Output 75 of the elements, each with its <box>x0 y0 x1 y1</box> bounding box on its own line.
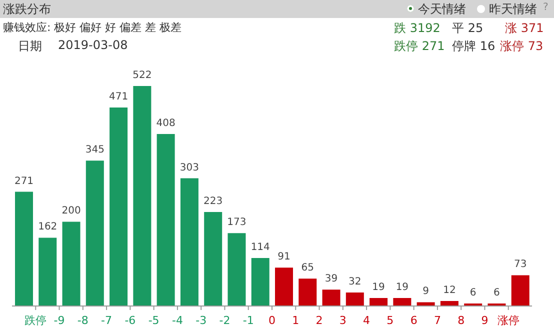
data-label: 65 <box>301 262 314 274</box>
bar <box>156 134 175 306</box>
data-label: 522 <box>132 70 152 81</box>
chart-title: 涨跌分布 <box>3 1 51 18</box>
text: 涨 371 <box>505 20 544 37</box>
x-tick-label: -4 <box>172 314 183 327</box>
x-tick-label: -7 <box>101 314 112 327</box>
x-tick-label: -5 <box>148 314 160 327</box>
bar <box>62 222 80 306</box>
x-tick-label: 跌停 <box>24 314 47 327</box>
data-label: 12 <box>443 284 456 296</box>
text: 停牌 16 <box>452 38 496 55</box>
bar <box>180 178 198 306</box>
data-label: 471 <box>109 91 128 102</box>
bar <box>228 233 246 306</box>
data-label: 73 <box>514 259 527 270</box>
x-tick-label: 8 <box>458 314 465 327</box>
data-label: 19 <box>396 282 409 293</box>
data-label: 9 <box>422 286 430 298</box>
x-tick-label: -6 <box>124 314 136 327</box>
bar <box>110 107 128 306</box>
bar <box>275 268 293 306</box>
data-label: 345 <box>85 144 104 156</box>
bar <box>416 302 435 306</box>
bar <box>393 298 412 306</box>
bar <box>86 160 104 306</box>
data-label: 200 <box>62 206 81 217</box>
x-tick-label: -2 <box>219 314 230 327</box>
data-label: 408 <box>156 118 176 130</box>
x-tick-label: 3 <box>339 314 346 327</box>
data-label: 223 <box>204 196 223 208</box>
data-label: 114 <box>250 242 270 253</box>
text: 平 25 <box>452 20 484 37</box>
x-tick-label: 4 <box>363 314 370 327</box>
text: 赚钱效应: 极好 偏好 好 偏差 差 极差 <box>3 20 182 35</box>
text: 昨天情绪 <box>489 1 537 18</box>
x-tick-label: 0 <box>268 314 276 327</box>
data-label: 162 <box>38 222 58 233</box>
bar <box>298 278 317 306</box>
bar <box>370 298 388 306</box>
data-label: 39 <box>324 274 338 285</box>
text: 跌停 271 <box>394 38 445 55</box>
text: ? <box>543 2 548 13</box>
x-tick-label: 9 <box>481 314 488 327</box>
x-tick-label: -9 <box>54 314 65 327</box>
x-tick-label: 涨停 <box>497 314 520 327</box>
x-tick-label: 6 <box>410 314 418 327</box>
x-tick-label: -3 <box>196 314 207 327</box>
x-tick-label: 7 <box>434 314 441 327</box>
data-label: 19 <box>372 282 385 293</box>
x-tick-label: 2 <box>316 314 323 327</box>
x-tick-label: -1 <box>242 314 254 327</box>
data-label: 271 <box>14 176 34 187</box>
data-label: 6 <box>494 287 500 298</box>
bar <box>322 290 340 306</box>
bar <box>346 292 364 306</box>
data-label: 91 <box>278 252 290 263</box>
text: 今天情绪 <box>418 1 466 18</box>
text: 2019-03-08 <box>58 38 128 52</box>
bar <box>38 238 57 306</box>
bar <box>133 86 152 306</box>
data-label: 303 <box>180 162 199 174</box>
data-label: 6 <box>470 287 476 298</box>
text: 涨停 73 <box>500 38 544 55</box>
text: 日期 <box>18 38 42 55</box>
bar <box>511 275 530 306</box>
x-tick-label: 1 <box>292 314 300 327</box>
x-tick-label: -8 <box>77 314 88 327</box>
bar <box>204 212 222 306</box>
data-label: 32 <box>348 276 362 288</box>
bar <box>15 192 33 306</box>
bar <box>251 258 270 306</box>
data-label: 173 <box>227 217 246 228</box>
text: 跌 3192 <box>394 20 440 37</box>
x-tick-label: 5 <box>386 314 394 327</box>
